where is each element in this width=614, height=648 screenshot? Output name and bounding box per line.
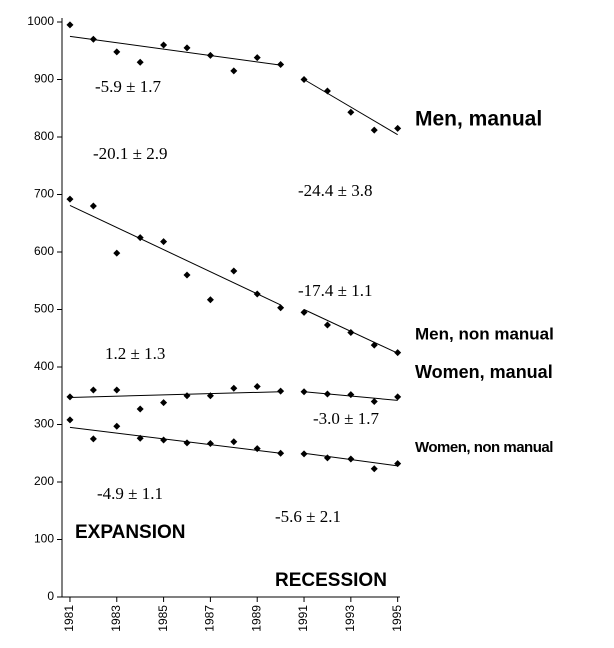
data-point xyxy=(160,238,168,246)
slope-annotation: -17.4 ± 1.1 xyxy=(298,281,373,300)
y-tick-label: 400 xyxy=(34,359,54,373)
x-tick-label: 1993 xyxy=(343,605,357,632)
data-point xyxy=(183,439,191,447)
data-point xyxy=(300,450,308,458)
x-tick-label: 1989 xyxy=(249,605,263,632)
data-point xyxy=(183,271,191,279)
data-point xyxy=(347,108,355,116)
x-tick-label: 1991 xyxy=(296,605,310,632)
y-tick-label: 700 xyxy=(34,187,54,201)
data-point xyxy=(323,454,331,462)
data-point xyxy=(370,398,378,405)
data-point xyxy=(183,392,191,400)
data-point xyxy=(113,48,121,56)
series-label: Women, manual xyxy=(415,362,553,382)
data-point xyxy=(160,41,168,49)
data-point xyxy=(136,58,144,66)
data-point xyxy=(277,304,285,312)
x-tick-label: 1987 xyxy=(203,605,217,632)
data-point xyxy=(66,195,74,203)
data-point xyxy=(253,54,261,62)
data-point xyxy=(66,21,74,29)
data-point xyxy=(66,393,74,401)
x-tick-label: 1985 xyxy=(156,605,170,632)
trend-line xyxy=(69,391,281,398)
trend-line xyxy=(303,452,398,467)
data-point xyxy=(206,439,214,447)
y-tick-label: 900 xyxy=(34,72,54,86)
y-tick-label: 300 xyxy=(34,417,54,431)
data-point xyxy=(160,436,168,444)
slope-annotation: -4.9 ± 1.1 xyxy=(97,484,163,503)
slope-annotation: -24.4 ± 3.8 xyxy=(298,181,373,200)
series-label: Men, manual xyxy=(415,108,542,131)
data-point xyxy=(394,349,402,357)
data-point xyxy=(370,126,378,134)
data-point xyxy=(347,455,355,463)
slope-annotation: -3.0 ± 1.7 xyxy=(313,409,379,428)
x-tick-label: 1995 xyxy=(390,605,404,632)
phase-label: RECESSION xyxy=(275,570,387,591)
data-point xyxy=(230,267,238,275)
data-point xyxy=(347,391,355,399)
data-point xyxy=(230,438,238,446)
data-point xyxy=(183,44,191,52)
series-label: Men, non manual xyxy=(415,324,554,343)
data-point xyxy=(230,384,238,392)
data-point xyxy=(89,202,97,210)
slope-annotation: -20.1 ± 2.9 xyxy=(93,144,168,163)
data-point xyxy=(230,67,238,75)
y-tick-label: 200 xyxy=(34,474,54,488)
y-tick-label: 600 xyxy=(34,244,54,258)
trend-line xyxy=(69,35,281,66)
slope-annotation: -5.6 ± 2.1 xyxy=(275,507,341,526)
data-point xyxy=(89,435,97,443)
data-point xyxy=(113,422,121,430)
phase-label: EXPANSION xyxy=(75,522,186,543)
data-point xyxy=(253,383,261,391)
x-tick-label: 1981 xyxy=(62,605,76,632)
data-point xyxy=(394,124,402,132)
y-tick-label: 500 xyxy=(34,302,54,316)
data-point xyxy=(323,321,331,329)
slope-annotation: 1.2 ± 1.3 xyxy=(105,344,165,363)
data-point xyxy=(66,416,74,424)
y-tick-label: 800 xyxy=(34,129,54,143)
y-tick-label: 0 xyxy=(47,589,54,603)
data-point xyxy=(113,386,121,394)
data-point xyxy=(370,465,378,473)
series-label: Women, non manual xyxy=(415,439,553,456)
y-tick-label: 1000 xyxy=(27,14,54,28)
data-point xyxy=(206,296,214,304)
y-tick-label: 100 xyxy=(34,532,54,546)
data-point xyxy=(113,249,121,257)
data-point xyxy=(277,387,285,395)
trend-line xyxy=(303,309,398,354)
data-point xyxy=(277,61,285,69)
data-point xyxy=(160,399,168,407)
data-point xyxy=(394,393,402,401)
data-point xyxy=(89,386,97,394)
x-tick-label: 1983 xyxy=(109,605,123,632)
slope-annotation: -5.9 ± 1.7 xyxy=(95,77,161,96)
trend-line xyxy=(69,426,281,454)
trend-line xyxy=(303,391,398,401)
trend-line xyxy=(303,79,398,136)
data-point xyxy=(136,405,144,413)
trend-line xyxy=(69,204,281,306)
